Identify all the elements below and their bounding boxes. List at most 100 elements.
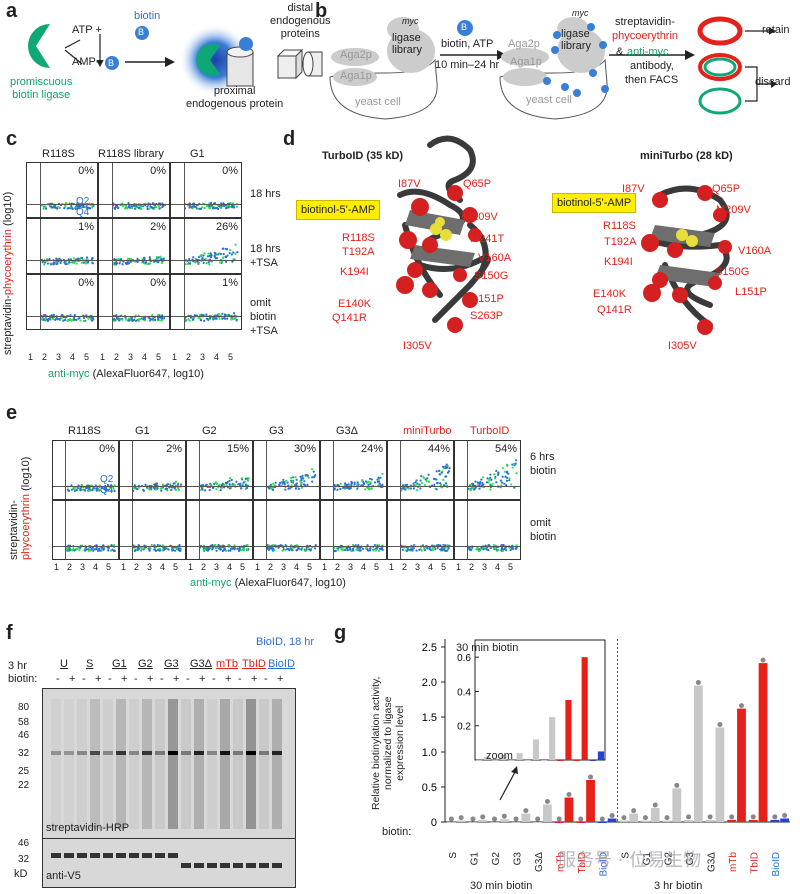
facs-dot: [481, 482, 483, 484]
c-facs-r0-c2: 0%: [170, 162, 242, 218]
facs-dot: [355, 549, 357, 551]
e-ylabel-c: (log10): [20, 457, 32, 494]
facs-dot: [113, 318, 115, 320]
g-bar: [565, 798, 574, 823]
panel-letter-c: c: [6, 128, 17, 151]
blot-band: [220, 751, 230, 755]
facs-dot: [179, 550, 181, 552]
facs-dot: [83, 489, 85, 491]
facs-dot: [506, 464, 508, 466]
facs-dot: [220, 253, 222, 255]
f-sign-5: +: [121, 673, 127, 685]
facs-dot: [268, 547, 270, 549]
facs-dot: [214, 252, 216, 254]
facs-dot: [208, 263, 210, 265]
f-mw-top: 25: [18, 766, 29, 777]
facs-dot: [240, 487, 242, 489]
blot-lane: [181, 699, 191, 829]
g-ytick-label: 2.0: [422, 677, 437, 689]
c-xtick: 4: [70, 352, 75, 362]
f-blot-top-bands: [43, 689, 295, 839]
e-facs-top-3-pct: 30%: [294, 443, 316, 455]
facs-dot: [233, 206, 235, 208]
c-col-2: G1: [190, 148, 205, 160]
c-xtick: 4: [142, 352, 147, 362]
facs-dot: [148, 208, 150, 210]
facs-dot: [209, 317, 211, 319]
facs-dot: [235, 481, 237, 483]
e-facs-top-6: 54%: [454, 440, 521, 500]
b-time: 10 min–24 hr: [435, 59, 499, 71]
c-xtick: 3: [128, 352, 133, 362]
facs-dot: [298, 488, 300, 490]
d-ligand-box-2: biotinol-5'-AMP: [552, 193, 636, 213]
blot-lane: [155, 699, 165, 829]
b-myc-label-2: myc: [572, 8, 589, 18]
facs-dot: [445, 475, 447, 477]
facs-dot: [210, 254, 212, 256]
gate-line-h: [53, 546, 118, 547]
panel-letter-a: a: [6, 0, 17, 23]
facs-dot: [162, 206, 164, 208]
facs-dot: [203, 207, 205, 209]
e-xtick: 4: [160, 562, 165, 572]
facs-dot: [415, 549, 417, 551]
g-inset-bar: [582, 657, 588, 760]
facs-dot: [245, 478, 247, 480]
facs-dot: [443, 548, 445, 550]
facs-dot: [202, 254, 204, 256]
facs-dot: [70, 205, 72, 207]
facs-dot: [195, 206, 197, 208]
blot-band: [103, 751, 113, 755]
facs-dot: [495, 481, 497, 483]
facs-dot: [50, 263, 52, 265]
facs-dot: [502, 467, 504, 469]
facs-dot: [237, 548, 239, 550]
e-xlabel-b: (AlexaFluor647, log10): [232, 577, 346, 589]
facs-dot: [207, 550, 209, 552]
b-myc-label: myc: [402, 16, 419, 26]
gate-line-v: [400, 501, 401, 559]
facs-dot: [442, 466, 444, 468]
facs-dot: [313, 476, 315, 478]
facs-dot: [437, 547, 439, 549]
facs-dot: [506, 480, 508, 482]
facs-dot: [239, 483, 241, 485]
facs-dot: [366, 548, 368, 550]
gate-line-v: [40, 219, 41, 273]
facs-dot: [337, 549, 339, 551]
g-inset-bar: [574, 760, 580, 761]
facs-dot: [177, 483, 179, 485]
b-biotin-icon: B: [461, 22, 467, 32]
gate-line-h: [171, 260, 241, 261]
facs-dot: [287, 482, 289, 484]
facs-dot: [115, 261, 117, 263]
facs-dot: [56, 207, 58, 209]
facs-dot: [157, 318, 159, 320]
facs-dot: [344, 549, 346, 551]
facs-dot: [246, 549, 248, 551]
facs-dot: [174, 550, 176, 552]
e-xtick: 1: [322, 562, 327, 572]
facs-dot: [486, 548, 488, 550]
e-col-5: miniTurbo: [403, 425, 452, 437]
f-group-1: S: [86, 658, 93, 670]
g-ytick-label: 0: [431, 817, 437, 829]
facs-dot: [59, 262, 61, 264]
facs-dot: [423, 477, 425, 479]
blot-band: [194, 863, 204, 868]
f-strep-label: streptavidin-HRP: [46, 822, 129, 834]
facs-dot: [506, 471, 508, 473]
g-zoom: zoom: [486, 750, 513, 762]
facs-dot: [299, 476, 301, 478]
g-point: [514, 817, 519, 822]
facs-dot: [369, 548, 371, 550]
facs-dot: [284, 549, 286, 551]
facs-dot: [226, 248, 228, 250]
d-turbo-mut: S263P: [470, 310, 503, 322]
b-ligase-library-2: ligase library: [561, 28, 591, 52]
gate-line-v: [40, 275, 41, 329]
facs-dot: [203, 252, 205, 254]
facs-dot: [223, 253, 225, 255]
facs-dot: [488, 479, 490, 481]
